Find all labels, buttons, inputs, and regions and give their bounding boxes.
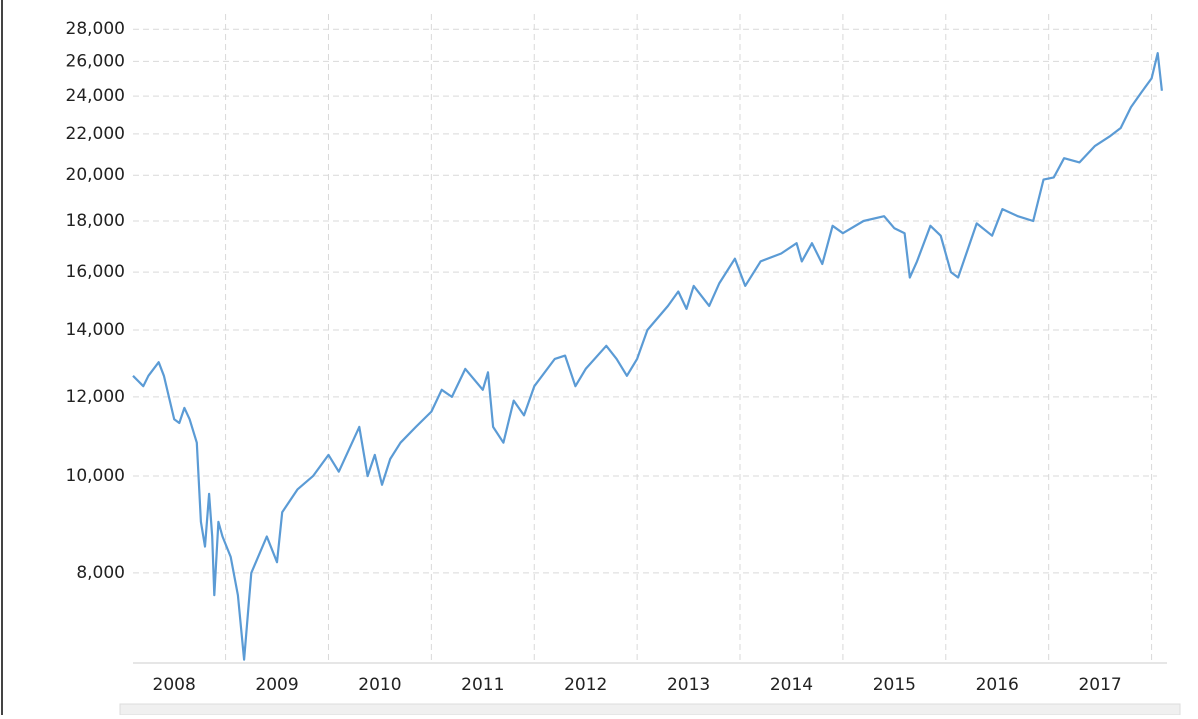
- data-line: [132, 52, 1163, 661]
- x-tick-label: 2015: [873, 675, 916, 695]
- x-tick-label: 2014: [770, 675, 813, 695]
- x-tick-label: 2010: [358, 675, 401, 695]
- x-tick-label: 2011: [461, 675, 504, 695]
- y-tick-label: 10,000: [66, 466, 125, 486]
- y-tick-label: 16,000: [66, 262, 125, 282]
- y-tick-label: 18,000: [66, 211, 125, 231]
- x-tick-label: 2009: [255, 675, 298, 695]
- y-tick-label: 22,000: [66, 124, 125, 144]
- x-tick-label: 2012: [564, 675, 607, 695]
- x-tick-label: 2017: [1078, 675, 1121, 695]
- y-tick-label: 20,000: [66, 165, 125, 185]
- y-tick-label: 24,000: [66, 86, 125, 106]
- navigator-bar: [119, 703, 1181, 716]
- y-tick-label: 12,000: [66, 387, 125, 407]
- y-tick-label: 28,000: [66, 19, 125, 39]
- y-tick-label: 14,000: [66, 320, 125, 340]
- x-tick-label: 2008: [153, 675, 196, 695]
- y-tick-label: 26,000: [66, 51, 125, 71]
- x-tick-label: 2016: [976, 675, 1019, 695]
- x-tick-label: 2013: [667, 675, 710, 695]
- y-tick-label: 8,000: [76, 563, 125, 583]
